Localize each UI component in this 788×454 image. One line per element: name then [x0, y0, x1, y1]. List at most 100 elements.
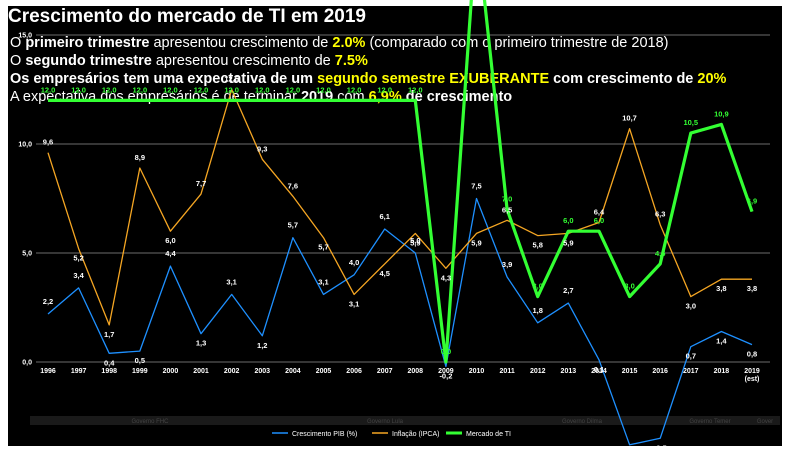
data-label: 3,1 [318, 277, 328, 286]
x-tick-label: 2014 [591, 368, 607, 375]
x-tick-label: 2002 [224, 368, 240, 375]
series-line [48, 0, 754, 364]
bullet-line-2: O segundo trimestre apresentou crescimen… [10, 52, 726, 70]
data-label: 9,3 [257, 144, 267, 153]
data-label: 5,9 [471, 238, 481, 247]
x-tick-label: 2018 [714, 368, 730, 375]
data-label: 5,8 [533, 241, 543, 250]
data-label: 2,7 [563, 286, 573, 295]
data-label: 8,9 [135, 153, 145, 162]
x-tick-label: 2003 [254, 368, 270, 375]
data-label: 6,4 [594, 207, 605, 216]
y-tick-label: 5,0 [22, 251, 32, 258]
x-tick-label: 2019 [744, 368, 760, 375]
data-label: 4,3 [441, 273, 451, 282]
data-label: 6,1 [379, 212, 389, 221]
data-label: 0,1 [594, 365, 604, 374]
data-label: 12,0 [194, 85, 209, 94]
l1-c: apresentou crescimento de [149, 35, 333, 51]
l1-d: 2.0% [332, 35, 366, 51]
series-line [47, 197, 753, 446]
l2-b: segundo trimestre [25, 53, 152, 69]
data-label: 2,2 [43, 297, 53, 306]
x-tick-label: 2016 [652, 368, 668, 375]
slide-title: Crescimento do mercado de TI em 2019 [8, 6, 366, 27]
data-label: 12,0 [71, 85, 86, 94]
data-label: 1,7 [104, 330, 114, 339]
x-tick-label: 2012 [530, 368, 546, 375]
x-tick-label: 2001 [193, 368, 209, 375]
x-tick-label: 1996 [40, 368, 56, 375]
data-label: 0,4 [104, 358, 115, 367]
x-tick-label: 2009 [438, 368, 454, 375]
l1-b: primeiro trimestre [25, 35, 150, 51]
data-label: 4,0 [349, 258, 359, 267]
x-tick-label: 2017 [683, 368, 699, 375]
x-tick-label: 2008 [408, 368, 424, 375]
l2-d: 7.5% [334, 53, 368, 69]
data-label: 9,6 [43, 138, 53, 147]
data-label: 1,8 [533, 306, 543, 315]
data-label: 12,0 [163, 85, 178, 94]
data-label: 4,4 [165, 249, 176, 258]
data-label: 6,0 [563, 216, 573, 225]
data-label: 12,0 [286, 85, 301, 94]
data-label: 5,9 [563, 238, 573, 247]
government-label: Governo FHC [131, 419, 169, 425]
data-label: 6,0 [594, 216, 604, 225]
government-label: Governo Dilma [562, 419, 603, 425]
data-label: 3,1 [226, 277, 236, 286]
data-label: 1,3 [196, 339, 206, 348]
l3-a: Os empresários tem uma expectativa de um [10, 71, 318, 87]
l1-e: (comparado com o primeiro trimestre de 2… [365, 35, 669, 51]
bullet-lines: O primeiro trimestre apresentou crescime… [10, 34, 726, 106]
data-label: 12,0 [255, 85, 270, 94]
x-tick-label: 2015 [622, 368, 638, 375]
data-label: 12,0 [316, 85, 331, 94]
x-tick-label: 2011 [500, 368, 515, 375]
data-label: 6,9 [747, 197, 757, 206]
legend-label: Inflação (IPCA) [392, 431, 439, 438]
government-label: Gover [757, 419, 773, 425]
data-label: 10,9 [714, 109, 729, 118]
data-label: 7,7 [196, 179, 206, 188]
data-label: 6,0 [165, 236, 175, 245]
l1-a: O [10, 35, 26, 51]
data-label: 12,0 [224, 85, 239, 94]
x-tick-label: 2007 [377, 368, 393, 375]
government-label: Governo Temer [689, 419, 730, 425]
data-label: -3,5 [654, 443, 667, 452]
data-label: 10,5 [683, 118, 698, 127]
x-tick-label: 1999 [132, 368, 148, 375]
data-label: 12,0 [347, 85, 362, 94]
data-label: 7,6 [288, 181, 298, 190]
x-tick-label: 1997 [71, 368, 87, 375]
data-label: 3,1 [349, 299, 359, 308]
series-line [47, 88, 752, 326]
data-label: 4,5 [655, 249, 665, 258]
l4-e: de crescimento [401, 89, 513, 105]
data-label: 4,5 [379, 269, 389, 278]
data-label: 1,2 [257, 341, 267, 350]
data-label: 12,0 [408, 85, 423, 94]
data-label: 0,5 [135, 356, 145, 365]
legend-label: Mercado de TI [466, 431, 511, 438]
bullet-line-1: O primeiro trimestre apresentou crescime… [10, 34, 726, 52]
data-label: 10,7 [622, 114, 637, 123]
y-tick-label: 10,0 [18, 142, 32, 149]
data-label: 3,0 [624, 282, 634, 291]
x-tick-note: (est) [745, 376, 760, 383]
data-label: 12,0 [133, 85, 148, 94]
l2-c: apresentou crescimento de [151, 53, 335, 69]
x-tick-label: 2013 [561, 368, 577, 375]
x-tick-label: 2010 [469, 368, 485, 375]
l3-d: 20% [697, 71, 727, 87]
government-label: Governo Lula [367, 419, 404, 425]
data-label: 6,5 [502, 205, 512, 214]
data-label: 7,0 [502, 194, 512, 203]
data-label: 12,0 [377, 85, 392, 94]
data-label: 0,8 [747, 350, 757, 359]
data-label: 3,0 [686, 302, 696, 311]
data-label: 12,0 [102, 85, 117, 94]
y-tick-label: 15,0 [18, 33, 32, 40]
